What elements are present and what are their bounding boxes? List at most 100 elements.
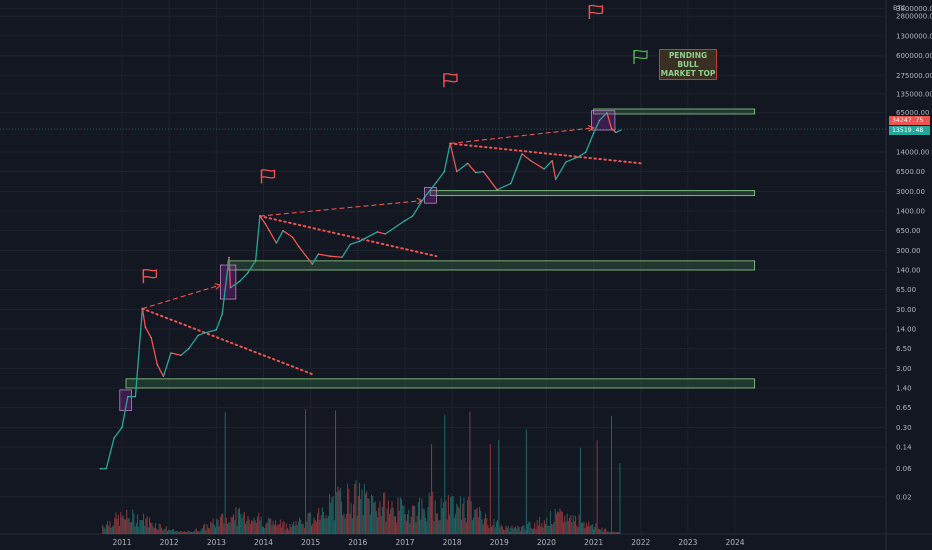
volume-bar	[357, 495, 359, 534]
volume-bar	[312, 523, 314, 534]
volume-bar	[271, 525, 273, 534]
volume-bar	[542, 527, 544, 534]
y-tick-label: 600000.00	[896, 52, 932, 60]
y-tick-label: 6500.00	[896, 168, 925, 176]
arrows	[142, 125, 595, 310]
volume-bar	[329, 494, 331, 534]
volume-bar	[465, 522, 467, 534]
volume-bar	[548, 525, 550, 534]
volume-bar	[269, 518, 271, 534]
volume-bar	[408, 509, 410, 534]
volume-bar	[425, 517, 427, 534]
flag-cloth	[443, 73, 458, 83]
volume-bar	[113, 525, 115, 534]
volume-bar	[467, 500, 469, 534]
red-flag-icon	[260, 169, 276, 184]
volume-bar	[539, 516, 541, 534]
volume-bar	[594, 526, 596, 534]
volume-bar	[339, 488, 341, 534]
volume-bar	[463, 497, 465, 534]
price-segment	[254, 215, 261, 261]
price-segment	[592, 120, 601, 134]
y-tick-label: 0.06	[896, 465, 912, 473]
volume-bar	[155, 523, 157, 534]
price-point	[449, 142, 451, 145]
volume-bar	[438, 520, 440, 534]
volume-bar	[450, 497, 452, 534]
volume-bar	[192, 531, 194, 534]
volume-bar	[444, 414, 446, 534]
volume-bar	[333, 520, 335, 534]
volume-bar	[505, 525, 507, 534]
volume-bar	[219, 516, 221, 534]
volume-bar	[456, 503, 458, 534]
volume-bar	[289, 523, 291, 534]
price-point	[443, 171, 445, 173]
volume-bar	[469, 411, 471, 534]
price-segment	[113, 427, 123, 439]
volume-bar	[477, 517, 479, 534]
volume-bar	[476, 507, 478, 534]
volume-bar	[372, 495, 374, 534]
y-tick-label: 275000.00	[896, 72, 932, 80]
volume-bar	[593, 529, 595, 534]
x-tick-label: 2018	[443, 538, 462, 547]
volume-bar	[609, 531, 611, 534]
x-tick-label: 2017	[395, 538, 414, 547]
price-point	[255, 260, 257, 262]
price-point	[530, 160, 532, 162]
volume-bar	[213, 524, 215, 534]
volume-bar	[607, 531, 609, 534]
volume-bar	[602, 531, 604, 534]
volume-bar	[581, 522, 583, 534]
volume-bar	[242, 514, 244, 534]
y-tick-label: 0.65	[896, 404, 912, 412]
volume-bar	[615, 532, 617, 534]
price-point	[141, 308, 143, 310]
volume-bar	[409, 523, 411, 534]
volume-bar	[540, 526, 542, 534]
volume-bar	[527, 524, 529, 534]
volume-bar	[440, 498, 442, 534]
volume-bar	[126, 509, 128, 534]
volume-bar	[361, 489, 363, 534]
volume-bar	[473, 517, 475, 534]
volume-bar	[179, 532, 181, 534]
volume-bar	[519, 530, 521, 534]
volume-bar	[180, 530, 182, 534]
price-point	[264, 223, 266, 225]
arrow-line	[142, 284, 221, 310]
volume-bar	[247, 515, 249, 534]
volume-bar	[105, 524, 107, 534]
volume-bar	[416, 515, 418, 534]
volume-bar	[132, 509, 134, 534]
volume-bar	[474, 509, 476, 534]
volume-bar	[110, 527, 112, 534]
x-tick-label: 2013	[207, 538, 226, 547]
volume-bar	[445, 500, 447, 534]
volume-bar	[134, 526, 136, 534]
price-point	[620, 129, 622, 131]
volume-bar	[153, 527, 155, 534]
price-point	[412, 215, 414, 217]
volume-bar	[131, 521, 133, 534]
support-zone	[429, 190, 756, 197]
volume-bar	[251, 520, 253, 534]
price-segment	[377, 231, 386, 235]
volume-bar	[320, 515, 322, 534]
volume-bar	[266, 522, 268, 534]
volume-bar	[491, 526, 493, 534]
volume-bar	[551, 523, 553, 534]
volume-bar	[417, 502, 419, 534]
volume-bar	[174, 531, 176, 534]
volume-bar	[571, 522, 573, 534]
volume-bar	[377, 517, 379, 534]
volume-bar	[509, 531, 511, 534]
pending-bull-market-label: PENDING BULL MARKET TOP	[659, 49, 717, 80]
volume-bar	[230, 517, 232, 534]
volume-bar	[386, 508, 388, 534]
volume-bar	[423, 509, 425, 534]
pending-label-line-2: MARKET TOP	[660, 69, 716, 78]
volume-bar	[511, 525, 513, 534]
